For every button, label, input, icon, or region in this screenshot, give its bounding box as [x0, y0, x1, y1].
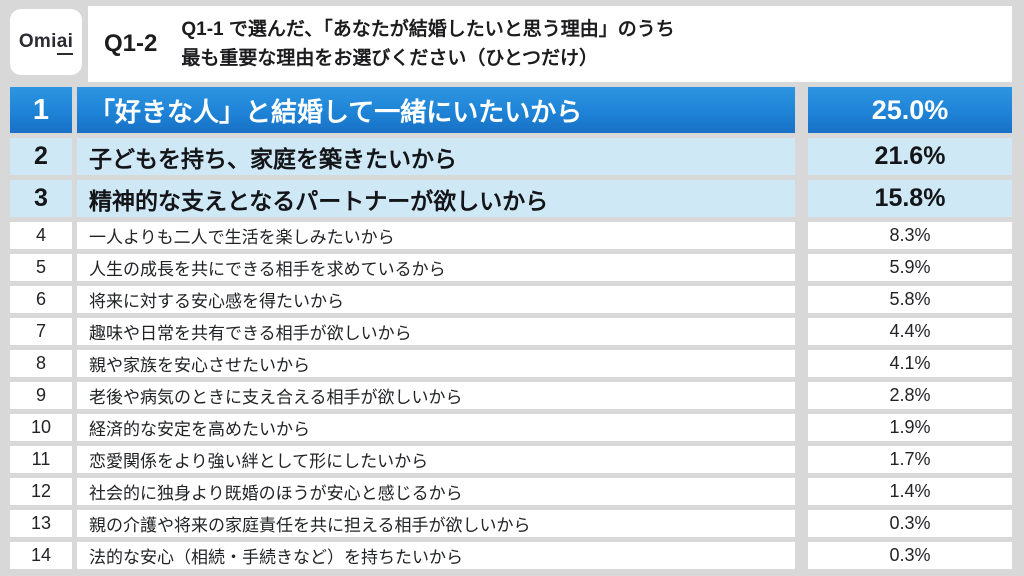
- ranking-table: 1 「好きな人」と結婚して一緒にいたいから 25.0% 2 子どもを持ち、家庭を…: [10, 87, 1012, 569]
- rank-cell: 13: [10, 510, 72, 537]
- percent-cell: 4.4%: [808, 318, 1012, 345]
- rank-cell: 2: [10, 138, 72, 175]
- reason-cell: 恋愛関係をより強い絆として形にしたいから: [77, 446, 795, 473]
- percent-cell: 1.4%: [808, 478, 1012, 505]
- percent-cell: 4.1%: [808, 350, 1012, 377]
- question-number: Q1-2: [104, 30, 158, 57]
- percent-cell: 21.6%: [808, 138, 1012, 175]
- percent-cell: 25.0%: [808, 87, 1012, 133]
- percent-cell: 0.3%: [808, 510, 1012, 537]
- reason-cell: 法的な安心（相続・手続きなど）を持ちたいから: [77, 542, 795, 569]
- table-row: 6 将来に対する安心感を得たいから 5.8%: [10, 286, 1012, 313]
- rank-cell: 11: [10, 446, 72, 473]
- rank-cell: 14: [10, 542, 72, 569]
- table-row: 10 経済的な安定を高めたいから 1.9%: [10, 414, 1012, 441]
- rank-cell: 7: [10, 318, 72, 345]
- table-row: 12 社会的に独身より既婚のほうが安心と感じるから 1.4%: [10, 478, 1012, 505]
- reason-cell: 一人よりも二人で生活を楽しみたいから: [77, 222, 795, 249]
- reason-cell: 経済的な安定を高めたいから: [77, 414, 795, 441]
- reason-cell: 老後や病気のときに支え合える相手が欲しいから: [77, 382, 795, 409]
- omiai-logo-text: Omiai: [18, 31, 74, 55]
- percent-cell: 5.9%: [808, 254, 1012, 281]
- table-row: 3 精神的な支えとなるパートナーが欲しいから 15.8%: [10, 180, 1012, 217]
- reason-cell: 精神的な支えとなるパートナーが欲しいから: [77, 180, 795, 217]
- omiai-logo: Omiai: [10, 9, 82, 75]
- table-row: 2 子どもを持ち、家庭を築きたいから 21.6%: [10, 138, 1012, 175]
- percent-cell: 2.8%: [808, 382, 1012, 409]
- omiai-logo-text-main: Omi: [18, 31, 57, 52]
- percent-cell: 0.3%: [808, 542, 1012, 569]
- rank-cell: 4: [10, 222, 72, 249]
- question-text: Q1-1 で選んだ、「あなたが結婚したいと思う理由」のうち 最も重要な理由をお選…: [181, 15, 674, 74]
- table-row: 4 一人よりも二人で生活を楽しみたいから 8.3%: [10, 222, 1012, 249]
- reason-cell: 子どもを持ち、家庭を築きたいから: [77, 138, 795, 175]
- reason-cell: 「好きな人」と結婚して一緒にいたいから: [77, 87, 795, 133]
- table-row: 1 「好きな人」と結婚して一緒にいたいから 25.0%: [10, 87, 1012, 133]
- table-row: 8 親や家族を安心させたいから 4.1%: [10, 350, 1012, 377]
- rank-cell: 10: [10, 414, 72, 441]
- percent-cell: 1.7%: [808, 446, 1012, 473]
- rank-cell: 5: [10, 254, 72, 281]
- table-row: 11 恋愛関係をより強い絆として形にしたいから 1.7%: [10, 446, 1012, 473]
- rank-cell: 9: [10, 382, 72, 409]
- reason-cell: 親や家族を安心させたいから: [77, 350, 795, 377]
- reason-cell: 趣味や日常を共有できる相手が欲しいから: [77, 318, 795, 345]
- rank-cell: 8: [10, 350, 72, 377]
- table-row: 13 親の介護や将来の家庭責任を共に担える相手が欲しいから 0.3%: [10, 510, 1012, 537]
- reason-cell: 将来に対する安心感を得たいから: [77, 286, 795, 313]
- reason-cell: 社会的に独身より既婚のほうが安心と感じるから: [77, 478, 795, 505]
- table-row: 14 法的な安心（相続・手続きなど）を持ちたいから 0.3%: [10, 542, 1012, 569]
- rank-cell: 1: [10, 87, 72, 133]
- table-row: 9 老後や病気のときに支え合える相手が欲しいから 2.8%: [10, 382, 1012, 409]
- percent-cell: 15.8%: [808, 180, 1012, 217]
- rank-cell: 12: [10, 478, 72, 505]
- percent-cell: 1.9%: [808, 414, 1012, 441]
- table-row: 5 人生の成長を共にできる相手を求めているから 5.9%: [10, 254, 1012, 281]
- question-text-line1: Q1-1 で選んだ、「あなたが結婚したいと思う理由」のうち: [181, 18, 675, 40]
- omiai-logo-text-accent: ai: [56, 31, 74, 55]
- reason-cell: 人生の成長を共にできる相手を求めているから: [77, 254, 795, 281]
- question-text-line2: 最も重要な理由をお選びください（ひとつだけ）: [181, 48, 599, 69]
- percent-cell: 5.8%: [808, 286, 1012, 313]
- table-row: 7 趣味や日常を共有できる相手が欲しいから 4.4%: [10, 318, 1012, 345]
- rank-cell: 3: [10, 180, 72, 217]
- reason-cell: 親の介護や将来の家庭責任を共に担える相手が欲しいから: [77, 510, 795, 537]
- percent-cell: 8.3%: [808, 222, 1012, 249]
- rank-cell: 6: [10, 286, 72, 313]
- question-header: Q1-2 Q1-1 で選んだ、「あなたが結婚したいと思う理由」のうち 最も重要な…: [88, 6, 1012, 82]
- page-header: Omiai Q1-2 Q1-1 で選んだ、「あなたが結婚したいと思う理由」のうち…: [10, 6, 1012, 82]
